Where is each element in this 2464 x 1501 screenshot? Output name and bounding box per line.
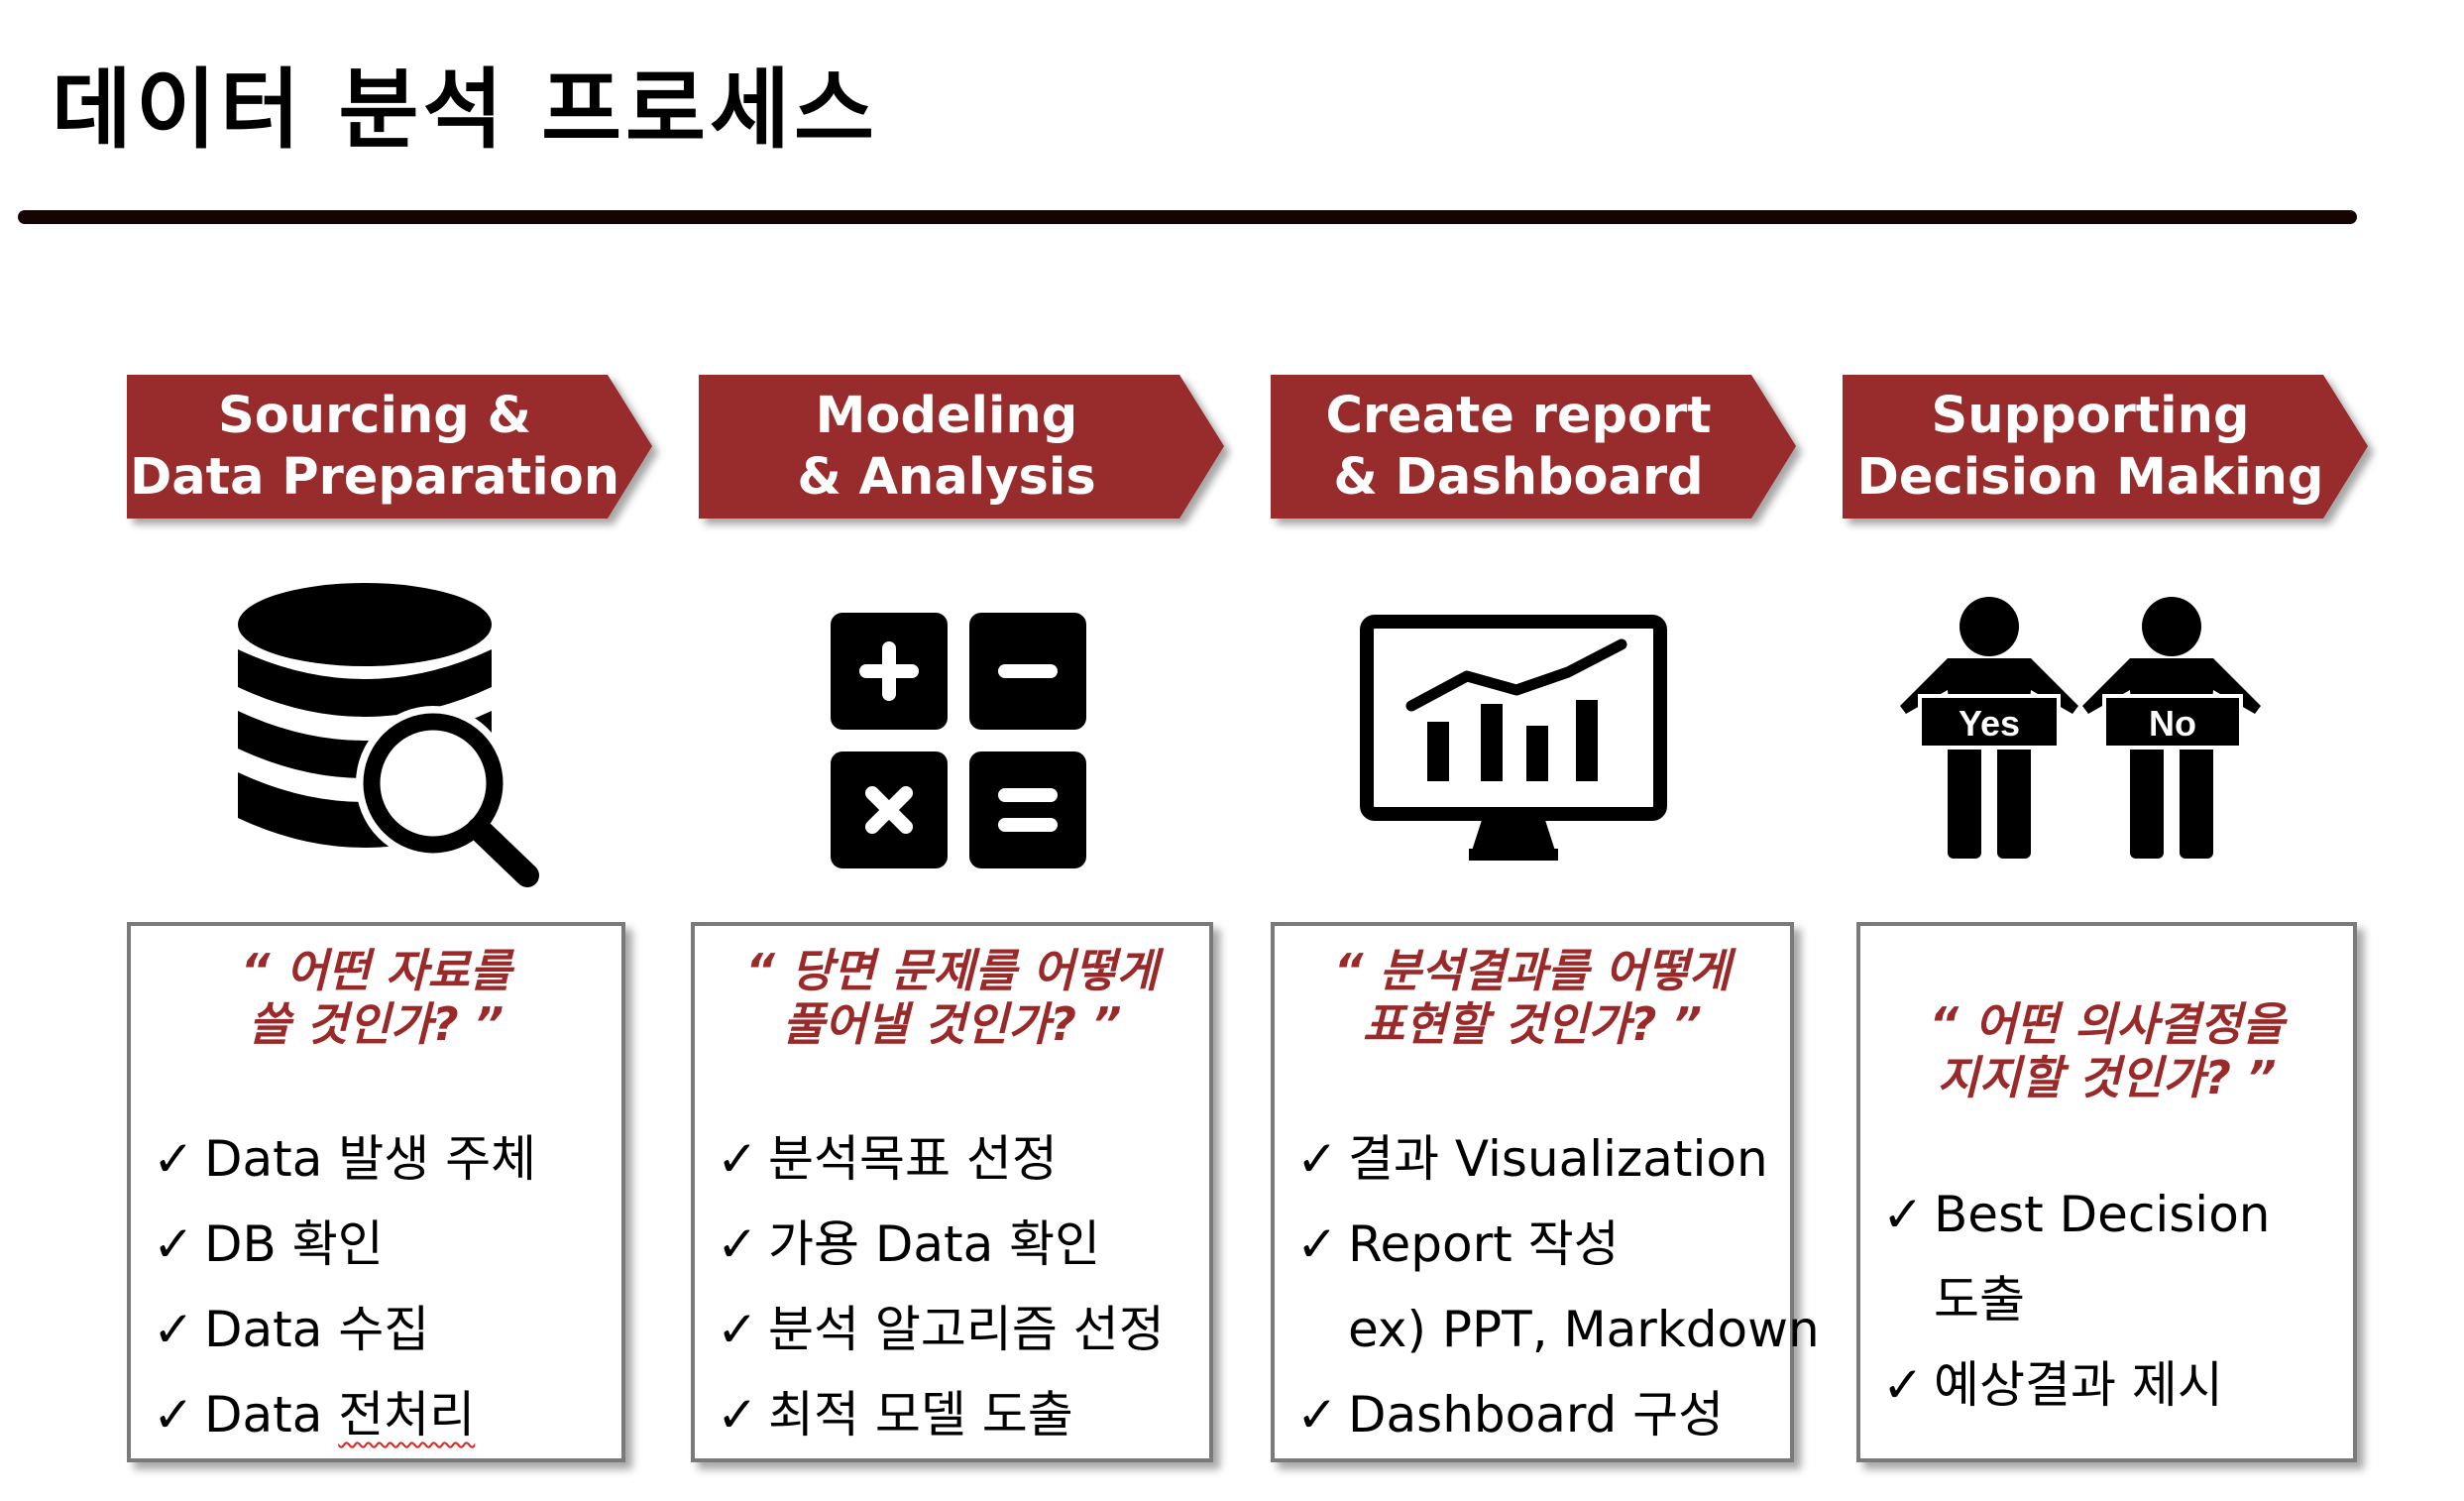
step-1-detail-box: “ 어떤 자료를 쓸 것인가? ” ✓ Data 발생 주체 ✓ DB 확인 ✓ Dat… [127, 922, 625, 1462]
step-3-quote-line2: 표현할 것인가? ” [1362, 997, 1703, 1051]
step-1-label-line1: Sourcing & [218, 386, 531, 445]
check-icon: ✓ [153, 1130, 194, 1188]
check-icon: ✓ [717, 1386, 758, 1443]
check-icon: ✓ [717, 1130, 758, 1188]
step-4-quote-line2: 지지할 것인가? ” [1937, 1051, 2277, 1104]
check-icon: ✓ [1296, 1215, 1338, 1273]
step-3-quote-line1: “ 분석결과를 어떻게 [1333, 944, 1732, 997]
check-icon: ✓ [153, 1215, 194, 1273]
page-title: 데이터 분석 프로세스 [52, 58, 878, 161]
step-2-quote-line1: “ 당면 문제를 어떻게 [745, 944, 1159, 997]
list-item: ✓ Report 작성 [1296, 1202, 1780, 1287]
check-icon: ✓ [153, 1301, 194, 1358]
list-item: ✓ Data 수집 [153, 1287, 612, 1372]
step-2-label-line1: Modeling [815, 386, 1078, 445]
step-4-detail-box: “ 어떤 의사결정을 지지할 것인가? ” ✓ Best Decision 도출 ✓… [1856, 922, 2357, 1462]
list-item: ✓ 최적 모델 도출 [717, 1372, 1199, 1457]
sign-yes: Yes [1959, 703, 2020, 744]
step-3-label-line2: & Dashboard [1333, 447, 1704, 507]
step-1-label-line2: Data Preparation [129, 447, 620, 507]
step-3-label-line1: Create report [1325, 386, 1712, 445]
check-icon: ✓ [1296, 1386, 1338, 1443]
step-4-label-line1: Supporting [1931, 386, 2250, 445]
list-item: ✓ Data 발생 주체 [153, 1116, 612, 1202]
sign-no: No [2149, 703, 2196, 744]
step-2-quote-line2: 풀어낼 것인가? ” [782, 997, 1122, 1051]
step-1-quote-line2: 쓸 것인가? ” [248, 997, 504, 1051]
step-2-detail-box: “ 당면 문제를 어떻게 풀어낼 것인가? ” ✓ 분석목표 선정 ✓ 가용 Data… [691, 922, 1213, 1462]
person-yes-icon [1900, 597, 2078, 859]
step-4-label-line2: Decision Making [1856, 447, 2324, 507]
step-2-header: Modeling & Analysis [699, 375, 1224, 519]
check-icon: ✓ [717, 1301, 758, 1358]
check-icon: ✓ [717, 1215, 758, 1273]
step-4-quote-line1: “ 어떤 의사결정을 [1929, 997, 2285, 1051]
step-4-header: Supporting Decision Making [1843, 375, 2368, 519]
list-item: ✓ 결과 Visualization [1296, 1116, 1780, 1202]
check-icon: ✓ [1882, 1186, 1924, 1243]
list-item: ✓ 분석목표 선정 [717, 1116, 1199, 1202]
person-no-icon [2082, 597, 2261, 859]
step-1-header: Sourcing & Data Preparation [127, 375, 652, 519]
monitor-chart-icon [1360, 615, 1667, 861]
list-item: ex) PPT, Markdown [1348, 1301, 1820, 1358]
database-search-icon [238, 583, 539, 887]
spellcheck-marked-text: 전처리 [338, 1386, 476, 1443]
check-icon: ✓ [1882, 1356, 1924, 1414]
step-2-label-line2: & Analysis [797, 447, 1096, 507]
list-item: ✓ Best Decision [1882, 1172, 2343, 1257]
list-item: ✓ 가용 Data 확인 [717, 1202, 1199, 1287]
step-1-quote-line1: “ 어떤 자료를 [240, 944, 512, 997]
list-item: ✓ DB 확인 [153, 1202, 612, 1287]
people-yes-no-icon: Yes No [1900, 597, 2261, 859]
list-item: ✓ Dashboard 구성 [1296, 1372, 1780, 1457]
list-item: ✓ Data 전처리 [153, 1372, 612, 1457]
list-item: ✓ 예상결과 제시 [1882, 1342, 2343, 1428]
check-icon: ✓ [153, 1386, 194, 1443]
calculator-icon [831, 613, 1086, 868]
check-icon: ✓ [1296, 1130, 1338, 1188]
step-3-header: Create report & Dashboard [1271, 375, 1796, 519]
list-item: ✓ 분석 알고리즘 선정 [717, 1287, 1199, 1372]
title-divider [18, 210, 2357, 224]
list-item: 도출 [1934, 1271, 2025, 1328]
step-3-detail-box: “ 분석결과를 어떻게 표현할 것인가? ” ✓ 결과 Visualization … [1271, 922, 1820, 1462]
